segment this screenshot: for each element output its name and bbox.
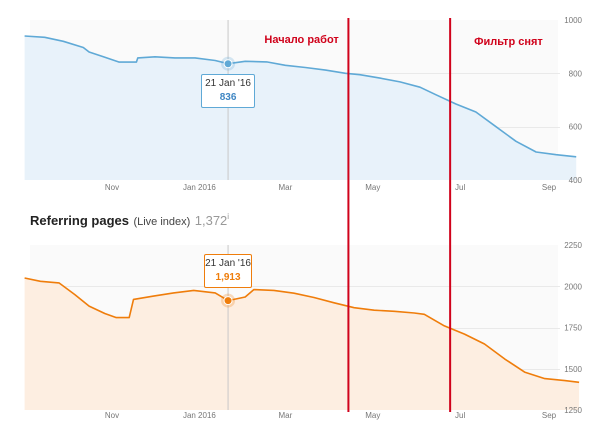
y-tick-label: 1000 bbox=[564, 16, 582, 25]
x-tick-label: Nov bbox=[105, 411, 119, 420]
referring-pages-count: 1,372 bbox=[195, 213, 228, 228]
info-icon[interactable]: i bbox=[227, 212, 229, 221]
y-tick-label: 800 bbox=[569, 69, 583, 78]
chart-title-text: Referring pages bbox=[30, 213, 129, 228]
x-tick-label: May bbox=[365, 183, 380, 192]
x-tick-label: May bbox=[365, 411, 380, 420]
x-tick-label: Sep bbox=[542, 183, 557, 192]
chart-subtitle: (Live index) bbox=[133, 216, 190, 228]
annotation-label-filter-removed: Фильтр снят bbox=[474, 36, 543, 48]
x-tick-label: Jan 2016 bbox=[183, 411, 216, 420]
tooltip-date: 21 Jan '16 bbox=[205, 257, 251, 271]
y-tick-label: 1750 bbox=[564, 324, 582, 333]
annotation-label-work-start: Начало работ bbox=[264, 34, 338, 46]
x-tick-label: Jul bbox=[455, 411, 465, 420]
x-tick-label: Mar bbox=[278, 411, 292, 420]
chart-panel-referring-pages: Nov Jan 2016 Mar May Jul Sep 2250 2000 1750 1500 1… bbox=[25, 241, 583, 420]
tooltip-bottom: 21 Jan '16 1,913 bbox=[204, 254, 252, 288]
y-tick-label: 2000 bbox=[564, 282, 582, 291]
tooltip-date: 21 Jan '16 bbox=[202, 77, 254, 91]
x-tick-label: Jan 2016 bbox=[183, 183, 216, 192]
x-tick-label: Mar bbox=[278, 183, 292, 192]
tooltip-value: 836 bbox=[202, 91, 254, 105]
tooltip-top: 21 Jan '16 836 bbox=[201, 74, 255, 108]
hover-point bbox=[224, 60, 232, 68]
tooltip-value: 1,913 bbox=[205, 271, 251, 285]
y-tick-label: 1250 bbox=[564, 406, 582, 415]
x-tick-label: Nov bbox=[105, 183, 119, 192]
y-tick-label: 2250 bbox=[564, 241, 582, 250]
x-tick-label: Jul bbox=[455, 183, 465, 192]
chart-title: Referring pages (Live index) 1,372i bbox=[30, 212, 229, 230]
y-tick-label: 600 bbox=[569, 123, 583, 132]
x-tick-label: Sep bbox=[542, 411, 557, 420]
hover-point bbox=[224, 297, 232, 305]
y-tick-label: 400 bbox=[569, 176, 583, 185]
y-tick-label: 1500 bbox=[564, 365, 582, 374]
